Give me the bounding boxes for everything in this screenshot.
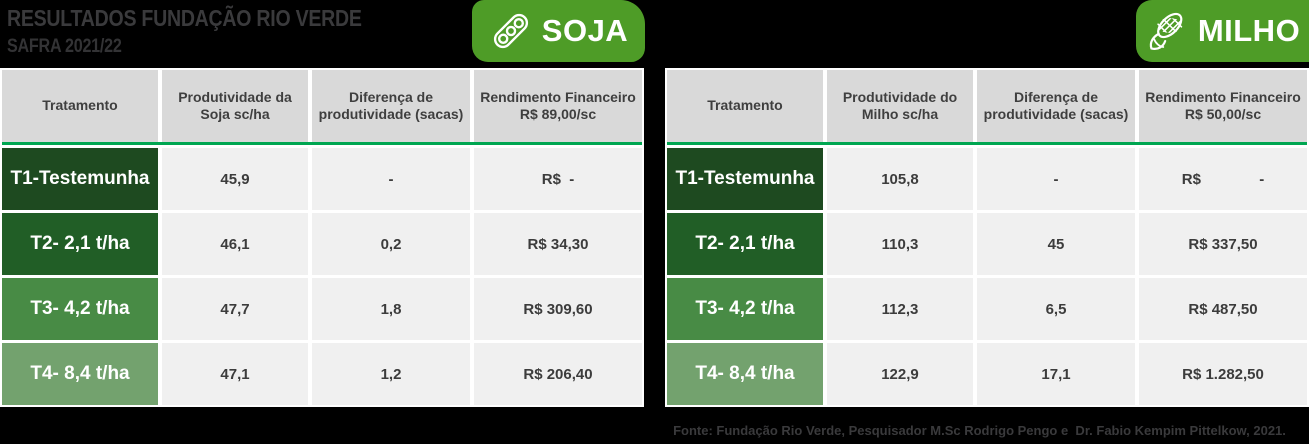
- table-cell: 6,5: [977, 278, 1135, 340]
- table-cell: 1,8: [312, 278, 470, 340]
- header-underline: [2, 142, 642, 145]
- table-cell: 46,1: [162, 213, 308, 275]
- corn-cob-icon: [1145, 9, 1189, 53]
- soja-badge: SOJA: [472, 0, 645, 62]
- milho-table: Tratamento Produtividade do Milho sc/ha …: [665, 68, 1309, 407]
- column-header: Rendimento Financeiro R$ 89,00/sc: [474, 70, 642, 142]
- column-header: Diferença de produtividade (sacas): [977, 70, 1135, 142]
- column-header: Produtividade da Soja sc/ha: [162, 70, 308, 142]
- row-header: T1-Testemunha: [2, 148, 158, 210]
- table-cell: 0,2: [312, 213, 470, 275]
- table-cell: 47,1: [162, 343, 308, 405]
- column-header: Tratamento: [2, 70, 158, 142]
- row-header: T3- 4,2 t/ha: [667, 278, 823, 340]
- page-title: RESULTADOS FUNDAÇÃO RIO VERDE: [7, 5, 362, 31]
- table-cell: R$ 206,40: [474, 343, 642, 405]
- table-cell: 1,2: [312, 343, 470, 405]
- table-cell: R$ 1.282,50: [1139, 343, 1307, 405]
- table-cell: 17,1: [977, 343, 1135, 405]
- table-cell: R$ -: [474, 148, 642, 210]
- source-attribution: Fonte: Fundação Rio Verde, Pesquisador M…: [673, 423, 1286, 438]
- page-subtitle: SAFRA 2021/22: [7, 36, 122, 57]
- table-cell: 45: [977, 213, 1135, 275]
- table-cell: 110,3: [827, 213, 973, 275]
- table-cell: -: [312, 148, 470, 210]
- column-header: Tratamento: [667, 70, 823, 142]
- row-header: T1-Testemunha: [667, 148, 823, 210]
- column-header: Diferença de produtividade (sacas): [312, 70, 470, 142]
- soybean-pod-icon: [489, 9, 533, 53]
- row-header: T3- 4,2 t/ha: [2, 278, 158, 340]
- row-header: T4- 8,4 t/ha: [2, 343, 158, 405]
- soja-table: Tratamento Produtividade da Soja sc/ha D…: [0, 68, 644, 407]
- milho-badge: MILHO: [1136, 0, 1309, 62]
- row-header: T4- 8,4 t/ha: [667, 343, 823, 405]
- table-cell: 47,7: [162, 278, 308, 340]
- table-cell: R$ 487,50: [1139, 278, 1307, 340]
- table-cell: R$ 337,50: [1139, 213, 1307, 275]
- row-header: T2- 2,1 t/ha: [2, 213, 158, 275]
- table-cell: 112,3: [827, 278, 973, 340]
- table-cell: 105,8: [827, 148, 973, 210]
- table-cell: 45,9: [162, 148, 308, 210]
- table-cell: R$ -: [1139, 148, 1307, 210]
- row-header: T2- 2,1 t/ha: [667, 213, 823, 275]
- title-block: RESULTADOS FUNDAÇÃO RIO VERDE SAFRA 2021…: [7, 5, 424, 58]
- table-cell: R$ 34,30: [474, 213, 642, 275]
- column-header: Produtividade do Milho sc/ha: [827, 70, 973, 142]
- soja-badge-label: SOJA: [541, 13, 629, 48]
- table-cell: -: [977, 148, 1135, 210]
- table-cell: 122,9: [827, 343, 973, 405]
- column-header: Rendimento Financeiro R$ 50,00/sc: [1139, 70, 1307, 142]
- milho-badge-label: MILHO: [1197, 13, 1301, 48]
- header-underline: [667, 142, 1307, 145]
- table-cell: R$ 309,60: [474, 278, 642, 340]
